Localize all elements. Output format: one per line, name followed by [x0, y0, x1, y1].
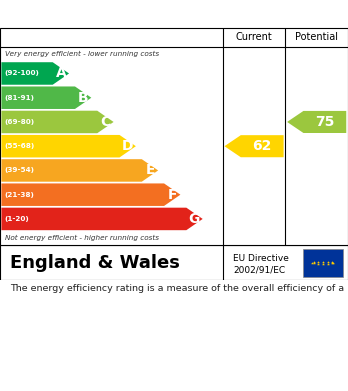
Text: Energy Efficiency Rating: Energy Efficiency Rating	[10, 5, 239, 23]
Text: C: C	[101, 115, 111, 129]
Polygon shape	[1, 135, 136, 158]
Text: (1-20): (1-20)	[4, 216, 29, 222]
Polygon shape	[1, 183, 180, 206]
Text: EU Directive: EU Directive	[233, 254, 289, 263]
Polygon shape	[224, 135, 284, 157]
Polygon shape	[1, 111, 113, 133]
Text: Potential: Potential	[295, 32, 338, 42]
Bar	[303, 249, 343, 277]
Polygon shape	[1, 159, 158, 182]
Text: E: E	[146, 163, 155, 178]
Text: (81-91): (81-91)	[4, 95, 34, 101]
Text: 75: 75	[315, 115, 334, 129]
Text: G: G	[189, 212, 200, 226]
Text: 2002/91/EC: 2002/91/EC	[233, 265, 285, 274]
Text: (69-80): (69-80)	[4, 119, 34, 125]
Text: B: B	[78, 91, 88, 105]
Text: D: D	[121, 139, 133, 153]
Polygon shape	[287, 111, 346, 133]
Polygon shape	[1, 62, 69, 85]
Polygon shape	[1, 208, 203, 230]
Text: Very energy efficient - lower running costs: Very energy efficient - lower running co…	[5, 51, 159, 57]
Text: A: A	[56, 66, 66, 81]
Text: 62: 62	[253, 139, 272, 153]
Text: (55-68): (55-68)	[4, 143, 34, 149]
Text: (92-100): (92-100)	[4, 70, 39, 77]
Text: F: F	[168, 188, 177, 202]
Polygon shape	[1, 86, 91, 109]
Text: England & Wales: England & Wales	[10, 254, 180, 272]
Text: The energy efficiency rating is a measure of the overall efficiency of a home. T: The energy efficiency rating is a measur…	[10, 283, 348, 293]
Text: Current: Current	[236, 32, 272, 42]
Text: (39-54): (39-54)	[4, 167, 34, 174]
Text: (21-38): (21-38)	[4, 192, 34, 198]
Text: Not energy efficient - higher running costs: Not energy efficient - higher running co…	[5, 235, 159, 241]
